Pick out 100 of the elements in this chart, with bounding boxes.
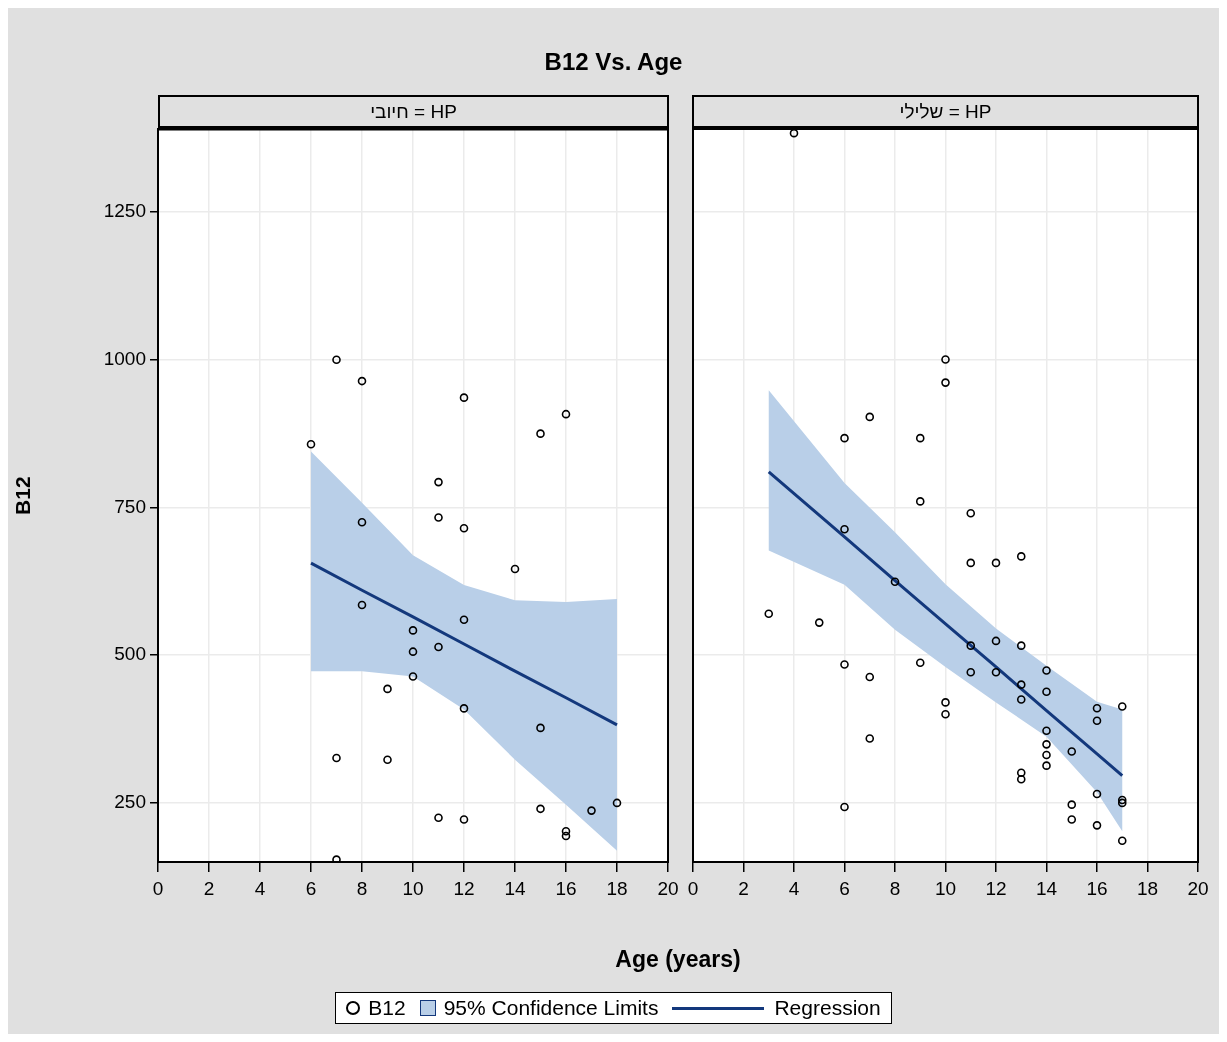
x-tick-label: 8 [356, 877, 368, 899]
point [434, 477, 443, 487]
point [966, 667, 976, 677]
point [306, 440, 316, 449]
y-tick-label: 500 [114, 643, 146, 665]
point [459, 704, 469, 713]
x-tick-label: 14 [504, 877, 526, 899]
point [561, 409, 571, 419]
point [1067, 800, 1077, 809]
point [840, 433, 849, 443]
point [865, 734, 875, 743]
point [434, 513, 443, 522]
point [332, 855, 341, 862]
point [966, 641, 976, 650]
x-tick-label: 6 [839, 877, 850, 899]
point [1042, 740, 1051, 749]
point [459, 615, 469, 625]
point [536, 429, 545, 438]
x-tick-label: 8 [889, 877, 901, 899]
x-tick-label: 2 [203, 877, 215, 899]
y-tick-label: 1000 [103, 348, 146, 370]
point [587, 806, 596, 815]
point [1117, 702, 1127, 711]
point [1016, 680, 1026, 689]
chart-subtitle: HP = שלילי [692, 95, 1199, 129]
point [332, 753, 341, 763]
point [915, 497, 925, 506]
point [840, 524, 849, 534]
point [510, 564, 520, 574]
point [383, 755, 392, 765]
point [1042, 666, 1051, 675]
x-tick-label: 4 [788, 877, 800, 899]
point [915, 433, 925, 443]
point [991, 636, 1001, 646]
x-tick-label: 14 [1035, 877, 1058, 899]
point [1092, 789, 1102, 799]
point [357, 376, 367, 386]
point [536, 804, 545, 814]
point [408, 647, 418, 656]
chart-subtitle: HP = חיובי [158, 95, 669, 129]
x-tick-label: 0 [687, 877, 699, 899]
point [1016, 695, 1026, 704]
y-tick-label: 750 [114, 495, 146, 517]
y-axis-title: B12 [11, 476, 35, 515]
point [941, 378, 950, 387]
point [890, 577, 900, 587]
point [408, 672, 418, 681]
x-tick-label: 16 [1086, 877, 1108, 899]
point [991, 558, 1001, 568]
point [941, 709, 950, 719]
x-tick-label: 20 [657, 877, 679, 899]
point [764, 609, 774, 619]
point [357, 517, 367, 527]
point [966, 558, 976, 568]
point [459, 393, 469, 402]
legend-label: Regression [774, 996, 881, 1020]
point [814, 618, 824, 627]
point [561, 831, 571, 841]
point [840, 660, 849, 669]
point [536, 723, 545, 733]
point [1016, 641, 1026, 650]
point [408, 626, 418, 635]
point [915, 658, 925, 668]
point [1042, 750, 1051, 760]
x-tick-label: 20 [1187, 877, 1209, 899]
point [1117, 836, 1127, 846]
point [459, 523, 469, 533]
x-tick-label: 18 [606, 877, 628, 899]
x-tick-label: 10 [402, 877, 424, 899]
chart-title: B12 Vs. Age [543, 48, 684, 76]
point [1092, 704, 1102, 713]
y-tick-label: 250 [114, 791, 146, 813]
point [991, 667, 1001, 677]
x-tick-label: 12 [453, 877, 475, 899]
point [459, 815, 469, 824]
x-tick-label: 6 [305, 877, 317, 899]
point [966, 508, 976, 518]
x-tick-label: 10 [934, 877, 957, 899]
point [1016, 552, 1026, 561]
point [789, 129, 799, 138]
legend-label: B12 [368, 996, 406, 1020]
point [941, 698, 950, 707]
point [1067, 815, 1077, 824]
point [1016, 774, 1026, 784]
x-tick-label: 4 [254, 877, 266, 899]
point [865, 412, 875, 422]
point [1092, 716, 1102, 726]
x-tick-label: 2 [738, 877, 749, 899]
x-tick-label: 12 [985, 877, 1007, 899]
point [1092, 821, 1102, 830]
point [434, 813, 443, 822]
text: 95% Confidence Limits [443, 996, 659, 1020]
y-tick-label: 1250 [103, 200, 146, 222]
point [612, 798, 622, 808]
point [1016, 768, 1026, 778]
point [383, 684, 392, 694]
x-axis-title: Age (years) [614, 946, 742, 973]
point [1042, 761, 1051, 770]
x-tick-label: 16 [555, 877, 577, 899]
point [357, 600, 367, 610]
